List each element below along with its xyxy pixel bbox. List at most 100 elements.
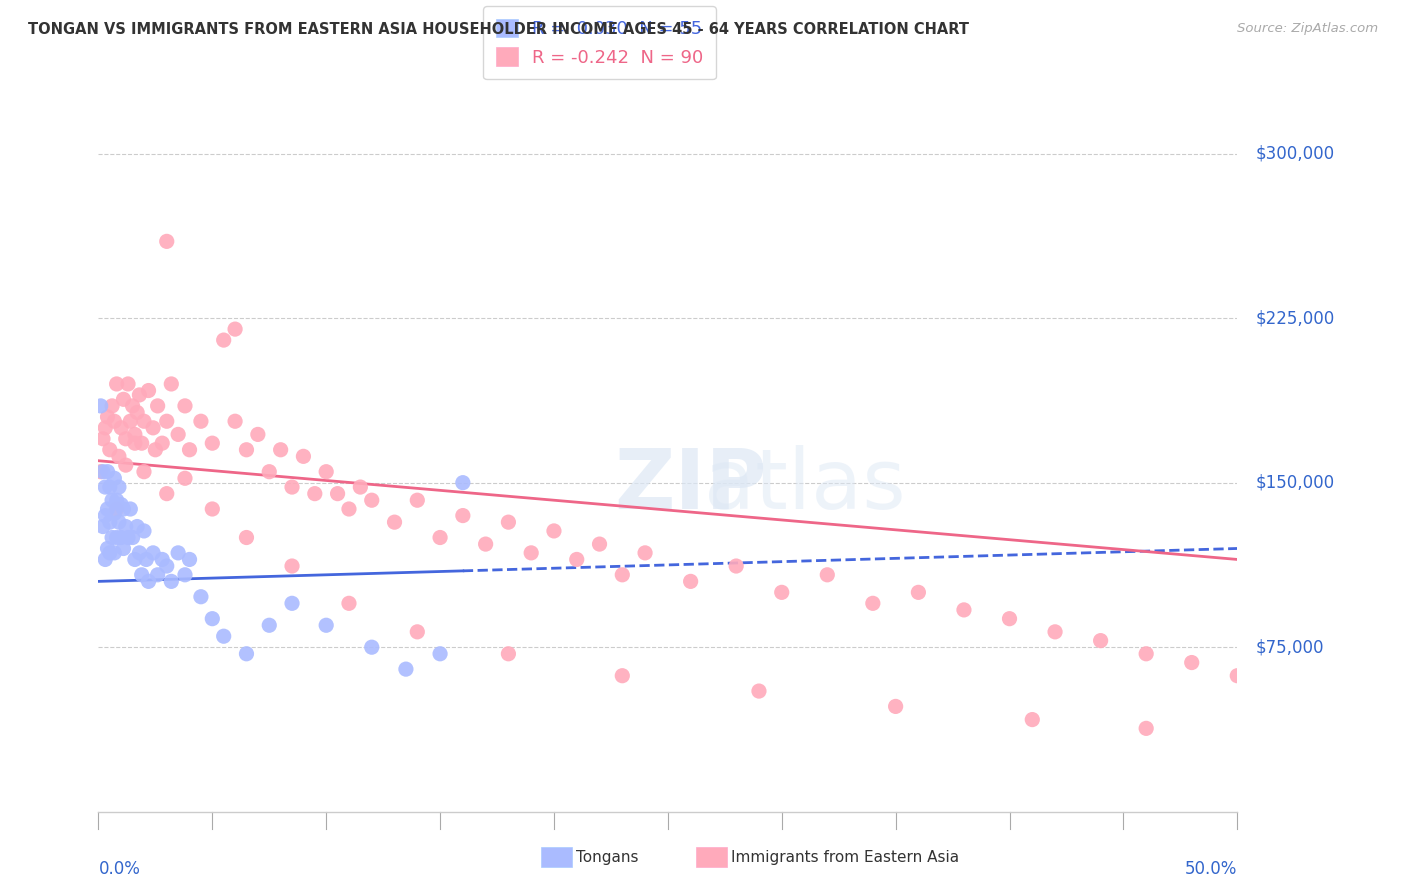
- Point: [110, 531, 132, 545]
- Point: [138, 384, 160, 398]
- Point: [588, 537, 610, 551]
- Point: [406, 493, 429, 508]
- Point: [259, 465, 281, 479]
- Point: [360, 493, 382, 508]
- Point: [94, 552, 117, 566]
- Point: [121, 531, 143, 545]
- Point: [160, 574, 183, 589]
- Point: [337, 502, 360, 516]
- Point: [429, 531, 451, 545]
- Text: $75,000: $75,000: [1256, 638, 1324, 657]
- Point: [953, 603, 976, 617]
- Point: [498, 515, 520, 529]
- Point: [103, 507, 125, 521]
- Point: [124, 436, 146, 450]
- Point: [201, 436, 224, 450]
- Text: $225,000: $225,000: [1256, 310, 1334, 327]
- Point: [105, 531, 128, 545]
- Point: [142, 546, 165, 560]
- Text: Tongans: Tongans: [576, 850, 638, 864]
- Point: [138, 574, 160, 589]
- Text: 50.0%: 50.0%: [1185, 860, 1237, 878]
- Text: ZIP: ZIP: [614, 445, 766, 526]
- Text: TONGAN VS IMMIGRANTS FROM EASTERN ASIA HOUSEHOLDER INCOME AGES 45 - 64 YEARS COR: TONGAN VS IMMIGRANTS FROM EASTERN ASIA H…: [28, 22, 969, 37]
- Point: [132, 414, 155, 428]
- Point: [98, 480, 121, 494]
- Point: [110, 421, 132, 435]
- Point: [98, 515, 121, 529]
- Point: [132, 465, 155, 479]
- Point: [543, 524, 565, 538]
- Point: [103, 471, 125, 485]
- Point: [96, 409, 118, 424]
- Point: [150, 552, 173, 566]
- Point: [156, 414, 179, 428]
- Point: [246, 427, 269, 442]
- Point: [201, 612, 224, 626]
- Point: [98, 442, 121, 457]
- Legend: R =  0.030  N = 55, R = -0.242  N = 90: R = 0.030 N = 55, R = -0.242 N = 90: [484, 6, 716, 79]
- Point: [224, 322, 246, 336]
- Point: [281, 596, 304, 610]
- Point: [770, 585, 793, 599]
- Point: [612, 567, 634, 582]
- Point: [815, 567, 838, 582]
- Point: [748, 684, 770, 698]
- Point: [105, 376, 128, 391]
- Point: [108, 450, 131, 464]
- Point: [907, 585, 929, 599]
- Point: [201, 502, 224, 516]
- Point: [120, 414, 142, 428]
- Point: [337, 596, 360, 610]
- Point: [384, 515, 406, 529]
- Point: [110, 498, 132, 512]
- Point: [406, 624, 429, 639]
- Point: [117, 531, 139, 545]
- Point: [259, 618, 281, 632]
- Point: [360, 640, 382, 655]
- Point: [349, 480, 371, 494]
- Point: [91, 465, 114, 479]
- Point: [679, 574, 702, 589]
- Point: [634, 546, 657, 560]
- Point: [235, 442, 257, 457]
- Point: [105, 502, 128, 516]
- Point: [128, 546, 150, 560]
- Point: [124, 552, 146, 566]
- Point: [156, 486, 179, 500]
- Point: [1135, 722, 1157, 736]
- Point: [270, 442, 292, 457]
- Point: [498, 647, 520, 661]
- Point: [90, 465, 112, 479]
- Point: [281, 480, 304, 494]
- Point: [98, 546, 121, 560]
- Point: [190, 590, 212, 604]
- Point: [114, 519, 136, 533]
- Point: [179, 552, 201, 566]
- Point: [101, 399, 124, 413]
- Point: [160, 376, 183, 391]
- Text: atlas: atlas: [703, 445, 905, 526]
- Point: [315, 618, 337, 632]
- Point: [103, 414, 125, 428]
- Point: [94, 508, 117, 523]
- Point: [224, 414, 246, 428]
- Text: $300,000: $300,000: [1256, 145, 1334, 162]
- Point: [117, 376, 139, 391]
- Point: [90, 399, 112, 413]
- Point: [326, 486, 349, 500]
- Point: [124, 427, 146, 442]
- Point: [101, 493, 124, 508]
- Point: [112, 392, 135, 407]
- Point: [91, 432, 114, 446]
- Point: [112, 502, 135, 516]
- Point: [451, 475, 474, 490]
- Point: [304, 486, 326, 500]
- Point: [132, 524, 155, 538]
- Text: 0.0%: 0.0%: [98, 860, 141, 878]
- Point: [101, 531, 124, 545]
- Point: [451, 508, 474, 523]
- Point: [174, 399, 197, 413]
- Point: [612, 669, 634, 683]
- Point: [112, 541, 135, 556]
